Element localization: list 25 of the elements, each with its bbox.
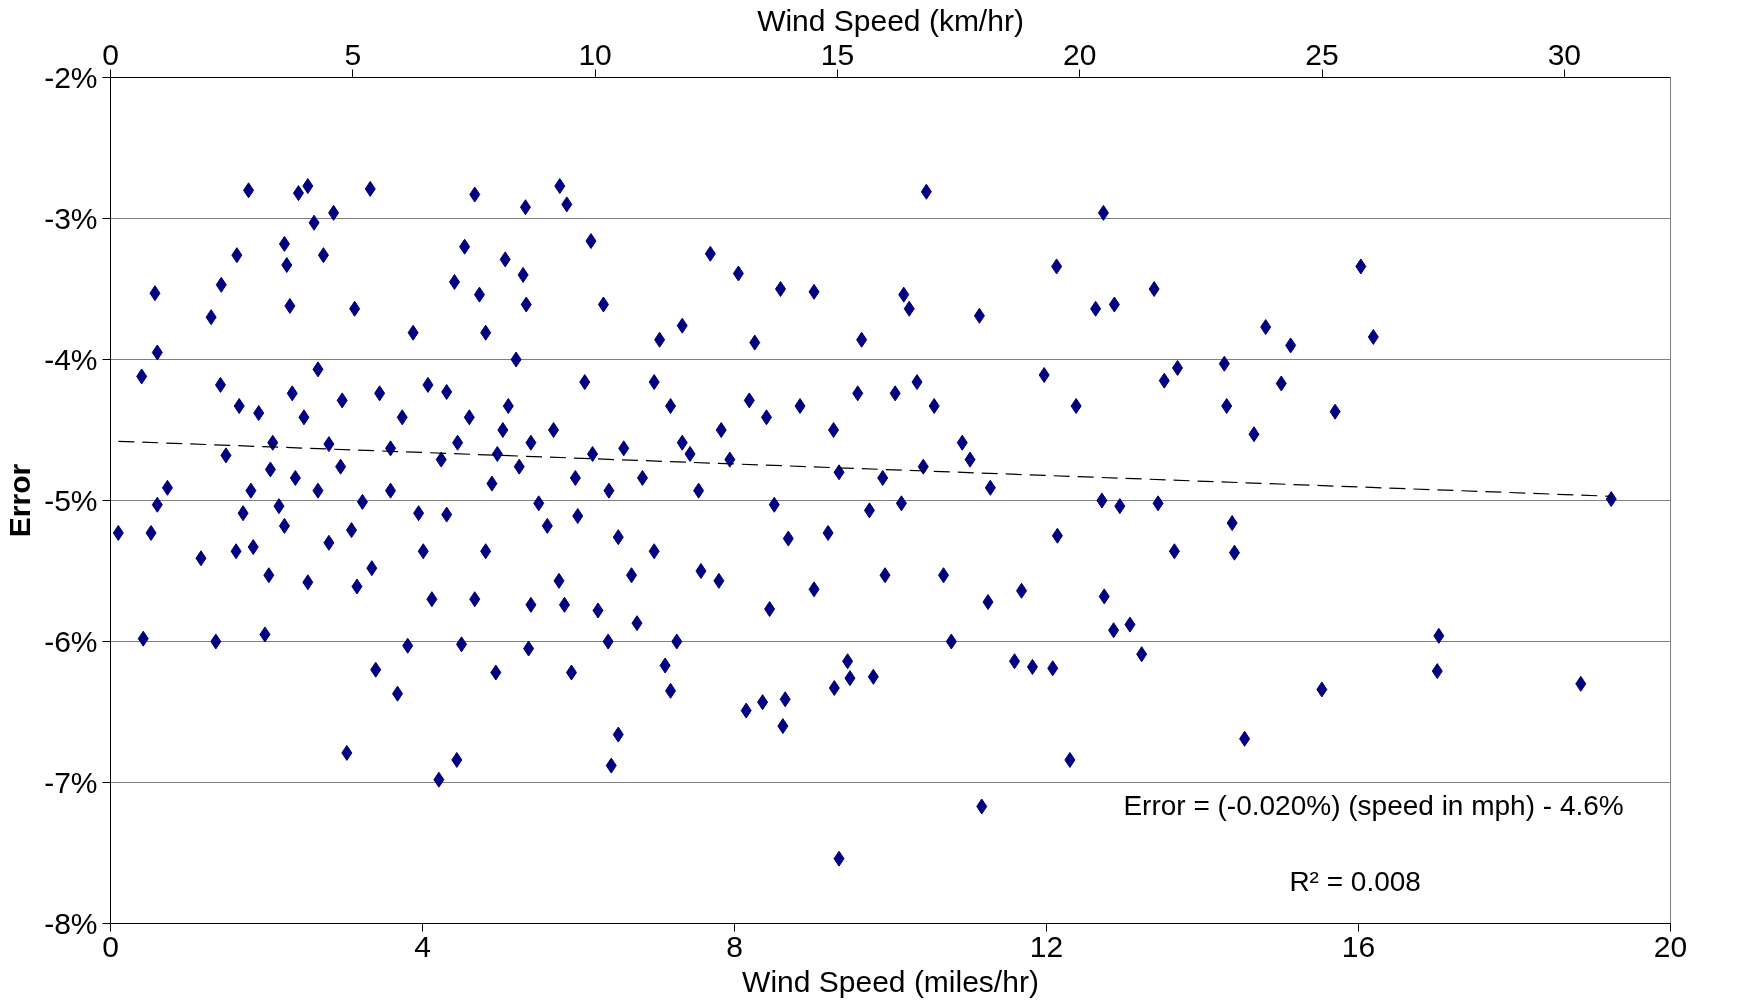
y-tick-label: -3% bbox=[44, 202, 98, 235]
x-tick-label: 4 bbox=[414, 929, 431, 963]
y-tick-label: -8% bbox=[44, 907, 98, 940]
x-tick-label: 0 bbox=[102, 929, 119, 963]
y-tick-label: -2% bbox=[44, 61, 98, 94]
x2-tick-label: 30 bbox=[1547, 37, 1582, 71]
x2-tick-label: 10 bbox=[578, 37, 612, 71]
annotation: Error = (-0.020%) (speed in mph) - 4.6% bbox=[1123, 789, 1624, 821]
x-tick-label: 20 bbox=[1653, 929, 1688, 963]
x2-tick-label: 25 bbox=[1305, 37, 1339, 71]
y-tick-label: -6% bbox=[44, 625, 98, 658]
x-axis-title: Wind Speed (miles/hr) bbox=[742, 964, 1039, 998]
x2-tick-label: 15 bbox=[820, 37, 855, 71]
y-tick-label: -4% bbox=[44, 343, 98, 376]
x2-axis-title: Wind Speed (km/hr) bbox=[757, 3, 1024, 37]
x2-tick-label: 0 bbox=[102, 37, 119, 71]
y-tick-label: -7% bbox=[44, 766, 98, 799]
x-tick-label: 8 bbox=[726, 929, 743, 963]
x2-tick-label: 5 bbox=[344, 37, 362, 71]
y-tick-label: -5% bbox=[44, 484, 98, 517]
y-axis-title: Error bbox=[3, 463, 37, 538]
x-tick-label: 16 bbox=[1341, 929, 1376, 963]
x-tick-label: 12 bbox=[1029, 929, 1064, 963]
x2-tick-label: 20 bbox=[1063, 37, 1097, 71]
annotation: R² = 0.008 bbox=[1289, 865, 1421, 897]
